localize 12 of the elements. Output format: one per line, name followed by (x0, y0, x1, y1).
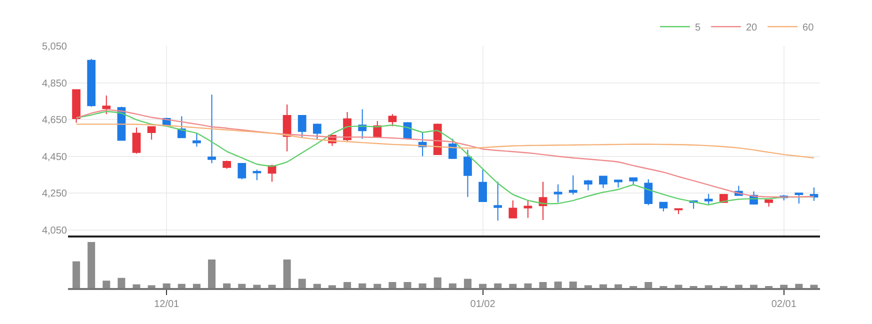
x-tick-label: 01/02 (470, 298, 496, 310)
x-tick-label: 12/01 (154, 298, 180, 310)
legend-label: 60 (802, 22, 814, 34)
legend-label: 20 (746, 22, 758, 34)
y-tick-label: 4,850 (42, 78, 68, 90)
y-tick-label: 4,250 (42, 188, 68, 200)
y-tick-label: 4,450 (42, 152, 68, 163)
legend-label: 5 (695, 22, 701, 34)
y-tick-label: 5,050 (42, 42, 68, 52)
x-tick-label: 02/01 (771, 298, 797, 310)
y-tick-label: 4,050 (42, 225, 68, 236)
y-tick-label: 4,650 (42, 115, 68, 126)
